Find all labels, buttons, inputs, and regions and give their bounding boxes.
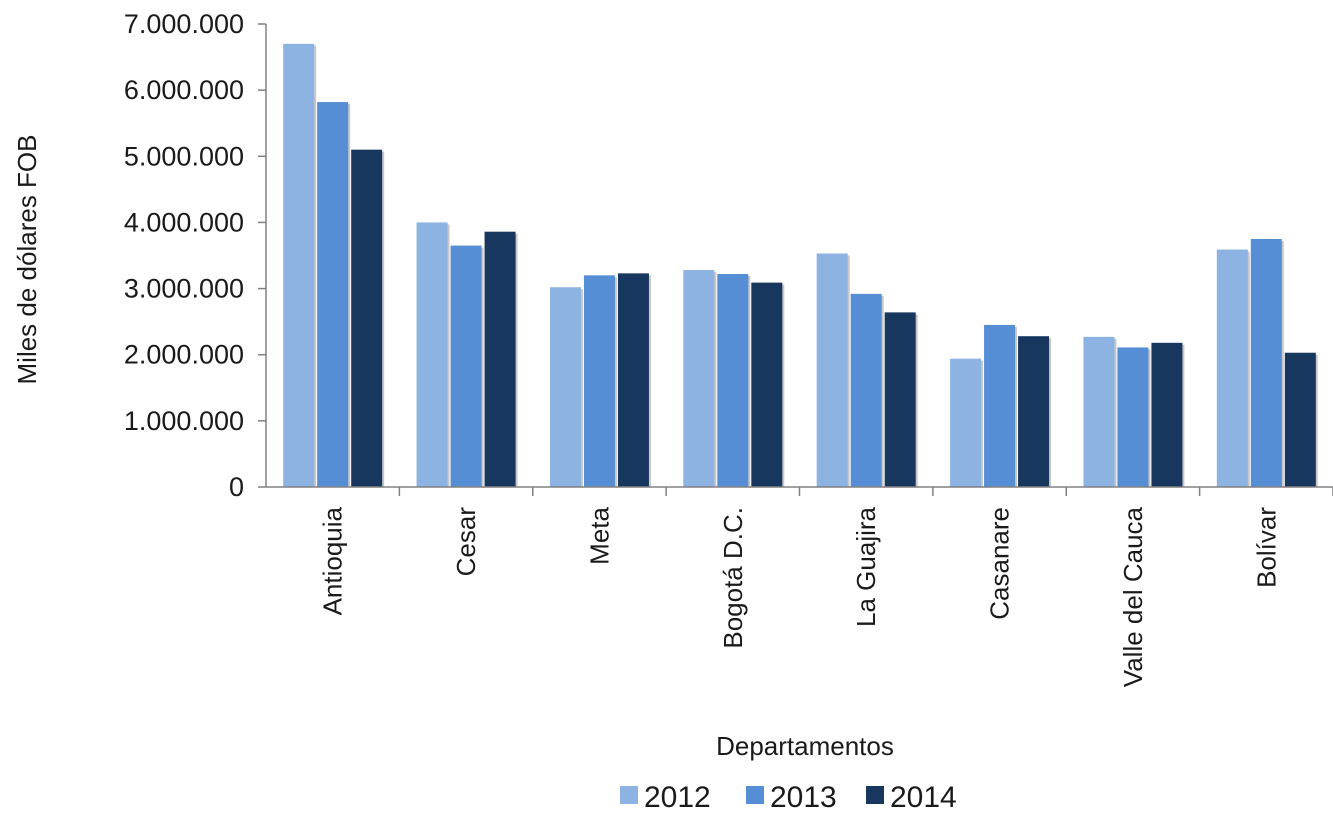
bar-2014 — [751, 282, 783, 487]
bar-2014 — [1018, 336, 1050, 487]
y-tick-label: 1.000.000 — [124, 406, 244, 436]
x-tick-label: Antioquia — [318, 506, 348, 615]
y-tick-label: 5.000.000 — [124, 141, 244, 171]
y-tick-label: 7.000.000 — [124, 9, 244, 39]
bar-2013 — [984, 324, 1016, 487]
y-tick-label: 3.000.000 — [124, 274, 244, 304]
x-tick-label: La Guajira — [851, 506, 881, 626]
bar-2012 — [416, 222, 448, 487]
x-tick-label: Casanare — [985, 507, 1015, 620]
bar-2012 — [549, 287, 581, 487]
x-tick-label: Meta — [584, 506, 614, 564]
x-axis-title: Departamentos — [716, 731, 894, 761]
y-tick-label: 2.000.000 — [124, 340, 244, 370]
bar-2014 — [884, 312, 916, 487]
legend-swatch-2013 — [746, 786, 764, 804]
bar-2012 — [283, 43, 315, 487]
bar-2014 — [1151, 342, 1183, 487]
y-tick-label: 4.000.000 — [124, 207, 244, 237]
bar-2012 — [950, 358, 982, 487]
legend-label-2013: 2013 — [770, 781, 837, 814]
legend-swatch-2014 — [866, 786, 884, 804]
legend-swatch-2012 — [620, 786, 638, 804]
bar-2013 — [1117, 347, 1149, 487]
bar-2013 — [450, 245, 482, 487]
x-tick-label: Bogotá D.C. — [718, 507, 748, 649]
x-axis-ticks: Antioquia Cesar Meta Bogotá D.C. La Guajira C… — [318, 487, 1333, 687]
legend-label-2012: 2012 — [644, 781, 711, 814]
x-tick-label: Cesar — [451, 507, 481, 577]
bar-2014 — [351, 149, 383, 487]
bars-layer — [283, 43, 1318, 487]
legend-label-2014: 2014 — [890, 781, 957, 814]
legend: 2012 2013 2014 — [620, 781, 957, 814]
bar-2013 — [717, 274, 749, 487]
y-axis-title: Miles de dólares FOB — [12, 135, 42, 385]
bar-2013 — [583, 275, 615, 487]
y-axis-ticks: 0 1.000.000 2.000.000 3.000.000 4.000.000 5.0… — [124, 9, 266, 502]
x-tick-label: Bolívar — [1251, 507, 1281, 588]
bar-2012 — [816, 253, 848, 487]
bar-2012 — [683, 270, 715, 487]
x-tick-label: Valle del Cauca — [1118, 506, 1148, 687]
bar-2013 — [1250, 238, 1282, 487]
y-tick-label: 6.000.000 — [124, 75, 244, 105]
bar-2014 — [484, 231, 516, 487]
bar-2013 — [850, 293, 882, 487]
bar-2012 — [1216, 249, 1248, 487]
bar-2012 — [1083, 336, 1115, 487]
bar-2013 — [317, 102, 349, 487]
y-tick-label: 0 — [229, 472, 244, 502]
bar-2014 — [617, 273, 649, 487]
bar-2014 — [1284, 352, 1316, 487]
